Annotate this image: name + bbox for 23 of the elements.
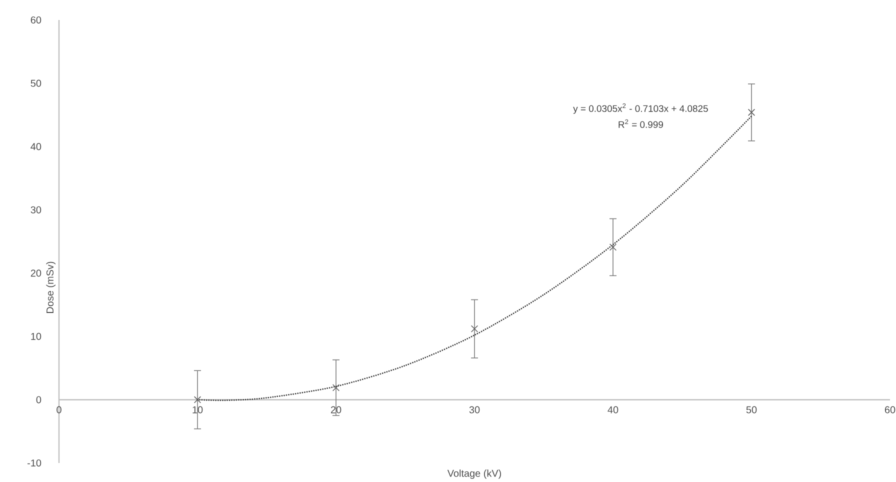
y-tick-label: 40 xyxy=(30,143,42,150)
y-tick-label: 20 xyxy=(30,270,42,277)
x-axis-title: Voltage (kV) xyxy=(447,470,502,479)
x-tick-label: 60 xyxy=(884,406,896,414)
point xyxy=(470,325,478,332)
point xyxy=(609,244,617,251)
x-tick-label: 40 xyxy=(608,406,618,414)
y-tick-label: 10 xyxy=(31,332,42,340)
y-tick-label: -10 xyxy=(28,459,42,467)
y-tick-label: 60 xyxy=(30,16,42,24)
point xyxy=(332,384,340,392)
annotation: y = 0.0305x$^{2}$ - 0.7103x + 4.0825 xyxy=(573,103,708,114)
y-tick-label: 0 xyxy=(36,396,42,404)
annotation: R$^{2}$ = 0.999 xyxy=(618,119,663,128)
x-tick-label: 30 xyxy=(469,406,480,414)
x-tick-label: 50 xyxy=(746,406,757,414)
line-series xyxy=(196,115,752,402)
y-axis-title: Dose (mSv) xyxy=(46,262,56,313)
y-tick-label: 50 xyxy=(30,80,42,87)
x-tick-label: 0 xyxy=(56,406,62,414)
y-tick-label: 30 xyxy=(30,206,42,214)
point xyxy=(194,396,202,404)
point xyxy=(748,108,756,116)
